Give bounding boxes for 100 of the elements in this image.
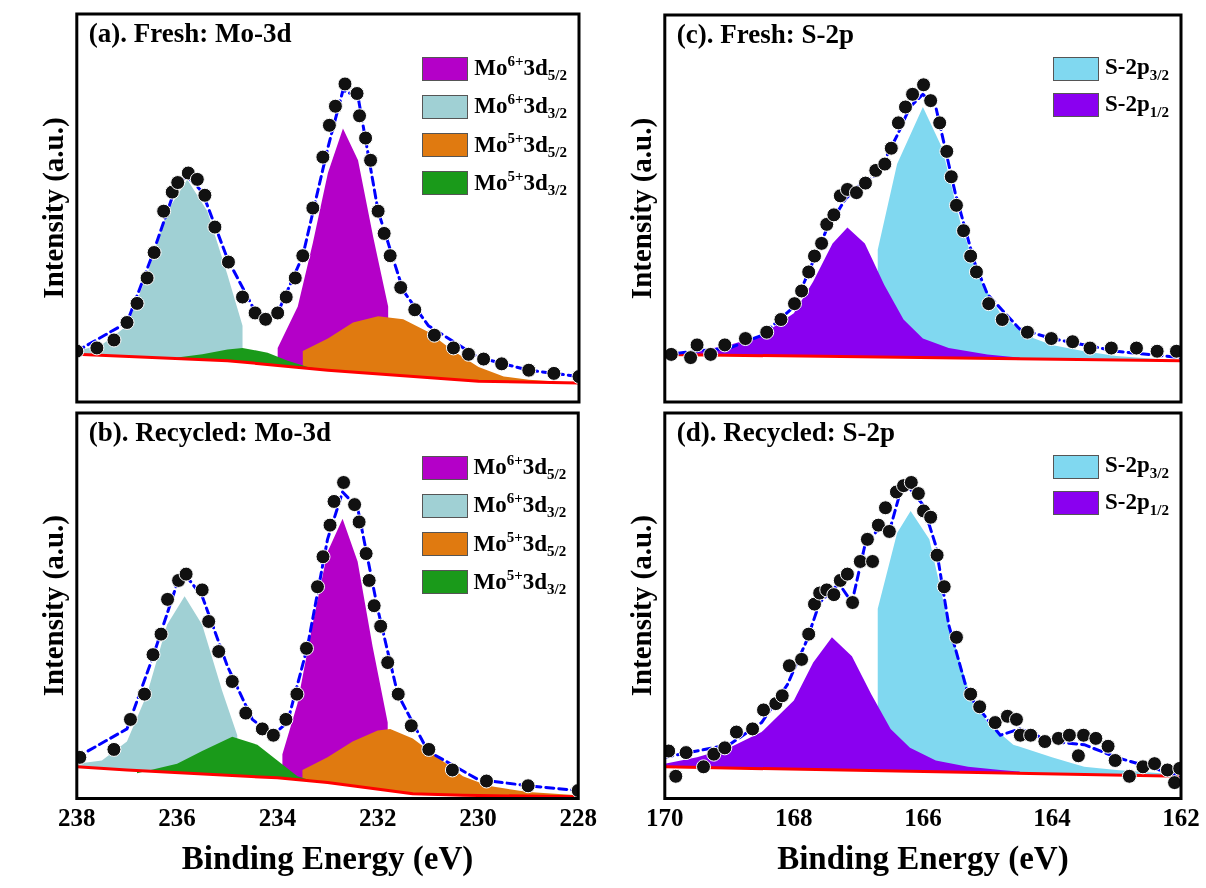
- point: [197, 187, 213, 203]
- point: [310, 579, 325, 595]
- point: [305, 200, 321, 216]
- point: [1147, 756, 1163, 772]
- point: [106, 332, 122, 348]
- point: [929, 547, 945, 563]
- point: [393, 280, 409, 296]
- point: [972, 699, 988, 715]
- point: [963, 248, 979, 264]
- point: [366, 598, 382, 614]
- x-tick-label: 162: [1162, 803, 1200, 831]
- point: [857, 175, 873, 191]
- point: [352, 108, 368, 124]
- point: [207, 219, 223, 235]
- point: [807, 596, 822, 612]
- x-axis-title: Binding Energy (eV): [181, 839, 474, 877]
- point: [826, 587, 842, 603]
- point: [994, 312, 1010, 328]
- point: [1070, 748, 1086, 764]
- x-axis-title: Binding Energy (eV): [777, 839, 1069, 877]
- x-tick-label: 228: [559, 803, 597, 831]
- point: [794, 651, 810, 667]
- point: [774, 688, 790, 704]
- point: [278, 289, 294, 305]
- point: [1061, 727, 1077, 743]
- point: [326, 493, 342, 509]
- x-tick-label: 164: [1033, 803, 1072, 831]
- point: [390, 686, 406, 702]
- point: [801, 264, 817, 280]
- point: [170, 175, 186, 191]
- point: [145, 647, 161, 663]
- point: [337, 76, 353, 92]
- point: [247, 305, 263, 321]
- point: [347, 497, 363, 513]
- point: [1043, 331, 1059, 347]
- point: [520, 778, 536, 794]
- point: [717, 337, 733, 353]
- point: [380, 655, 396, 671]
- legend-label: Mo$^{5+}$3d$_{5/2}$: [473, 528, 567, 559]
- point: [773, 312, 789, 328]
- point: [421, 741, 437, 757]
- x-tick-label: 236: [158, 803, 196, 831]
- point: [315, 549, 331, 565]
- point: [189, 171, 205, 187]
- x-tick-label: 230: [459, 803, 497, 831]
- point: [351, 514, 367, 530]
- point: [910, 486, 926, 502]
- chart-title: (c). Fresh: S-2p: [676, 19, 855, 50]
- legend-label: S-2p$_{1/2}$: [1105, 488, 1169, 518]
- point: [870, 517, 886, 533]
- point: [295, 248, 311, 264]
- x-tick-label: 234: [258, 803, 297, 831]
- point: [728, 724, 744, 740]
- point: [987, 715, 1003, 731]
- point: [936, 579, 952, 595]
- point: [129, 295, 145, 311]
- chart-title: (d). Recycled: S-2p: [676, 417, 896, 448]
- point: [321, 117, 337, 133]
- point: [865, 553, 881, 569]
- legend-label: Mo$^{5+}$3d$_{3/2}$: [474, 167, 567, 198]
- point: [759, 324, 775, 340]
- point: [1100, 738, 1116, 754]
- point: [916, 77, 932, 93]
- point: [349, 86, 365, 102]
- point: [137, 686, 152, 702]
- point: [923, 93, 939, 109]
- x-tick-label: 232: [358, 803, 397, 831]
- point: [298, 640, 314, 656]
- point: [287, 270, 303, 286]
- point: [839, 566, 855, 582]
- point: [1103, 340, 1119, 356]
- point: [939, 143, 955, 159]
- point: [224, 674, 240, 690]
- point: [1107, 752, 1123, 768]
- point: [178, 566, 194, 582]
- point: [238, 705, 254, 721]
- point: [258, 311, 274, 327]
- point: [890, 115, 906, 131]
- chart-title: (a). Fresh: Mo-3d: [88, 18, 292, 49]
- point: [1135, 759, 1151, 775]
- y-axis-title: Intensity (a.u.): [36, 515, 70, 697]
- point: [1023, 727, 1039, 743]
- point: [756, 702, 772, 718]
- point: [1149, 343, 1165, 359]
- point: [689, 337, 705, 353]
- point: [278, 711, 294, 727]
- legend-label: S-2p$_{3/2}$: [1105, 54, 1169, 83]
- point: [119, 314, 135, 330]
- point: [852, 553, 868, 569]
- legend-label: Mo$^{5+}$3d$_{5/2}$: [474, 129, 567, 160]
- point: [478, 773, 494, 789]
- point: [315, 149, 331, 165]
- legend-label: Mo$^{5+}$3d$_{3/2}$: [473, 566, 567, 597]
- point: [521, 362, 537, 378]
- point: [1128, 340, 1144, 356]
- point: [877, 156, 893, 172]
- point: [1008, 711, 1024, 727]
- point: [801, 626, 817, 642]
- point: [807, 248, 822, 264]
- point: [1082, 340, 1098, 356]
